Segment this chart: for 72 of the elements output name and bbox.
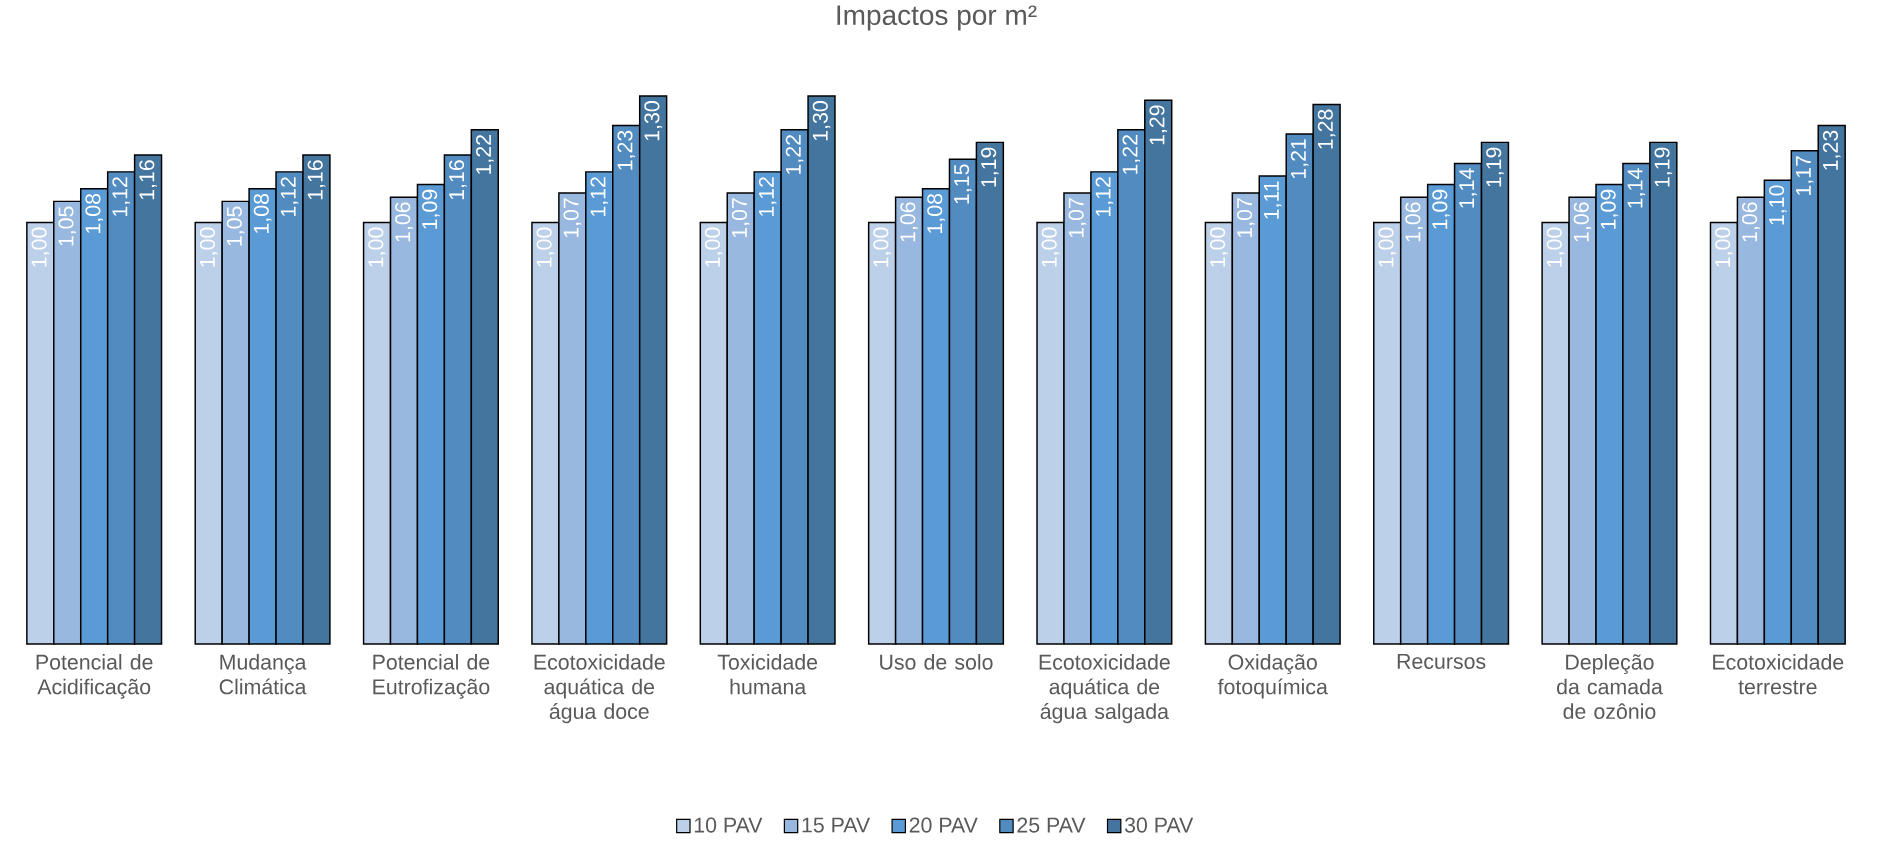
- data-label: 1,00: [1041, 227, 1060, 267]
- x-tick-label: Depleção da camada de ozônio: [1556, 654, 1663, 720]
- data-label: 1,19: [981, 147, 999, 187]
- data-label: 1,16: [139, 160, 157, 200]
- data-label: 1,09: [422, 189, 440, 229]
- data-label: 1,16: [307, 160, 326, 200]
- data-label: 1,22: [1122, 135, 1141, 174]
- data-label: 1,14: [1459, 168, 1477, 208]
- x-tick-label: Ecotoxicidade terrestre: [1713, 654, 1844, 695]
- data-label: 1,23: [617, 130, 636, 170]
- data-label: 1,22: [475, 135, 494, 174]
- legend-label: 30 PAV: [1124, 817, 1194, 833]
- data-label: 1,12: [590, 177, 609, 217]
- data-label: 1,28: [1317, 109, 1336, 149]
- data-label: 1,29: [1149, 105, 1168, 145]
- x-tick-label: Recursos: [1397, 654, 1486, 669]
- data-label: 1,00: [31, 227, 50, 267]
- data-label: 1,10: [1769, 185, 1787, 225]
- data-label: 1,11: [1264, 181, 1282, 219]
- data-label: 1,16: [449, 160, 467, 200]
- data-label: 1,00: [1546, 227, 1565, 267]
- data-label: 1,07: [1068, 198, 1087, 238]
- data-label: 1,00: [1715, 227, 1733, 267]
- data-label: 1,30: [644, 101, 662, 141]
- x-tick-label: Ecotoxicidade aquática de água salgada: [1039, 654, 1170, 724]
- data-label: 1,06: [395, 202, 413, 242]
- x-tick-label: Potencial de Acidificação: [36, 654, 153, 699]
- data-label: 1,21: [1290, 139, 1309, 179]
- data-label: 1,17: [1796, 156, 1814, 195]
- data-label: 1,06: [1573, 202, 1592, 242]
- data-label: 1,00: [1210, 227, 1228, 267]
- data-label: 1,14: [1627, 168, 1646, 208]
- x-tick-label: Uso de solo: [880, 654, 993, 670]
- data-label: 1,00: [536, 227, 555, 267]
- data-label: 1,00: [199, 227, 218, 267]
- data-label: 1,07: [731, 198, 750, 238]
- chart-title: Impactos por m²: [837, 5, 1037, 31]
- data-label: 1,06: [900, 202, 918, 242]
- data-label: 1,19: [1654, 147, 1673, 187]
- data-label: 1,12: [758, 177, 777, 217]
- x-tick-label: Potencial de Eutrofização: [373, 654, 490, 699]
- data-label: 1,23: [1822, 130, 1841, 170]
- data-label: 1,15: [954, 164, 972, 204]
- data-label: 1,19: [1486, 147, 1504, 187]
- data-label: 1,12: [280, 177, 299, 217]
- data-label: 1,30: [812, 101, 831, 141]
- data-label: 1,07: [563, 198, 582, 238]
- data-label: 1,09: [1432, 189, 1450, 229]
- data-label: 1,00: [368, 227, 386, 267]
- legend-label: 20 PAV: [909, 817, 978, 833]
- x-tick-label: Mudança Climática: [219, 654, 307, 695]
- data-label: 1,08: [85, 193, 103, 233]
- legend-label: 25 PAV: [1017, 817, 1086, 833]
- x-tick-label: Oxidação fotoquímica: [1217, 654, 1328, 699]
- data-label: 1,08: [927, 193, 945, 233]
- data-label: 1,05: [58, 206, 77, 246]
- data-label: 1,08: [253, 193, 272, 233]
- data-label: 1,12: [1095, 177, 1114, 217]
- data-label: 1,00: [873, 227, 891, 267]
- data-label: 1,12: [112, 177, 130, 217]
- data-label: 1,09: [1600, 189, 1619, 229]
- data-label: 1,06: [1742, 202, 1760, 242]
- data-label: 1,07: [1236, 198, 1255, 238]
- data-label: 1,05: [226, 206, 245, 246]
- legend-label: 15 PAV: [802, 817, 871, 833]
- x-tick-label: Ecotoxicidade aquática de água doce: [534, 654, 665, 724]
- data-label: 1,00: [1378, 227, 1397, 267]
- data-label: 1,06: [1405, 202, 1423, 242]
- data-label: 1,00: [704, 227, 723, 267]
- x-tick-label: Toxicidade humana: [717, 654, 818, 695]
- legend-label: 10 PAV: [694, 817, 763, 833]
- data-label: 1,22: [785, 135, 804, 174]
